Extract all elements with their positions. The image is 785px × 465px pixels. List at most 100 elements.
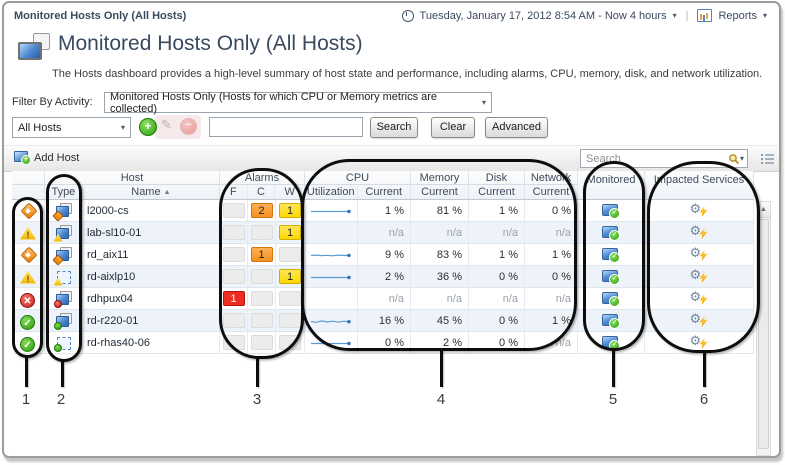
impacted-services-icon[interactable]: ⚙ (690, 313, 709, 328)
critical-alarm-cell: 1 (248, 244, 276, 265)
host-name-cell: rd-aixlp10 (83, 266, 220, 287)
add-host-button[interactable]: Add Host (34, 152, 80, 164)
memory-current-column-header[interactable]: Current (421, 186, 458, 198)
warning-alarm-count[interactable]: 1 (279, 225, 301, 240)
host-name-cell: rd-rhas40-06 (83, 332, 220, 353)
host-search-input[interactable] (209, 117, 363, 137)
host-scope-select[interactable]: All Hosts ▾ (12, 117, 131, 138)
network-current-column-header[interactable]: Current (532, 186, 570, 198)
table-search-box[interactable]: ▾ (580, 149, 748, 168)
scrollbar-thumb[interactable] (758, 219, 769, 449)
table-header: Host Type Name ▲ Alarms F C W CPU (12, 171, 754, 200)
cpu-utilization-cell (305, 332, 358, 353)
advanced-button[interactable]: Advanced (485, 117, 548, 138)
filter-by-activity-label: Filter By Activity: (12, 96, 93, 108)
callout-number-5: 5 (608, 391, 618, 408)
cpu-current-cell: 9 % (358, 244, 411, 265)
monitored-icon[interactable]: ✓ (602, 247, 620, 263)
critical-alarm-cell (248, 332, 276, 353)
warning-alarm-cell (276, 310, 305, 331)
host-type-cell (45, 288, 83, 309)
warning-alarm-cell: 1 (276, 266, 305, 287)
monitored-column-header[interactable]: Monitored (578, 171, 645, 199)
reports-menu[interactable]: Reports (718, 9, 757, 22)
warning-alarm-count[interactable]: 1 (279, 203, 301, 218)
table-row[interactable]: ! rd-aixlp10 1 2 % 36 % 0 % 0 % ✓ ⚙ (12, 266, 754, 288)
table-row[interactable]: ! lab-sl10-01 1 n/a n/a n/a n/a ✓ ⚙ (12, 222, 754, 244)
lightning-icon (699, 316, 708, 327)
monitored-icon[interactable]: ✓ (602, 203, 620, 219)
empty-alarm-cell (279, 335, 301, 350)
edit-scope-button[interactable]: ✎ (161, 117, 172, 132)
host-type-cell (45, 200, 83, 222)
cpu-group-header: CPU Utilization Current (305, 171, 411, 199)
network-current-cell: n/a (525, 332, 578, 353)
vertical-scrollbar[interactable]: ▲ (756, 201, 771, 456)
impacted-services-icon[interactable]: ⚙ (690, 247, 709, 262)
search-options-dropdown-icon[interactable]: ▾ (739, 154, 744, 163)
impacted-services-icon[interactable]: ⚙ (690, 269, 709, 284)
search-button[interactable]: Search (370, 117, 418, 138)
reports-dropdown-icon[interactable]: ▾ (762, 11, 767, 20)
host-name: rd-aixlp10 (87, 270, 136, 283)
monitored-icon[interactable]: ✓ (602, 335, 620, 351)
cpu-utilization-cell (305, 200, 358, 221)
fatal-alarm-count[interactable]: 1 (222, 291, 245, 306)
table-row[interactable]: rd_aix11 1 9 % 83 % 1 % 1 % ✓ ⚙ (12, 244, 754, 266)
time-range-selector[interactable]: Tuesday, January 17, 2012 8:54 AM - Now … (419, 9, 667, 22)
table-body: l2000-cs 2 1 1 % 81 % 1 % 0 % ✓ ⚙! lab-sl10-01 1 n/… (12, 200, 754, 354)
monitored-icon[interactable]: ✓ (602, 313, 620, 329)
time-range-dropdown-icon[interactable]: ▾ (672, 11, 677, 20)
critical-alarm-count[interactable]: 1 (250, 247, 273, 262)
fatal-column-header[interactable]: F (220, 185, 248, 199)
host-status-cell: ✓ (12, 332, 45, 353)
critical-column-header[interactable]: C (248, 185, 276, 199)
name-column-header[interactable]: Name ▲ (131, 186, 171, 198)
impacted-services-icon[interactable]: ⚙ (690, 225, 709, 240)
cpu-utilization-cell (305, 266, 358, 287)
impacted-services-cell: ⚙ (645, 200, 754, 221)
status-column-header (12, 171, 45, 199)
add-scope-button[interactable]: + (139, 118, 157, 136)
table-row[interactable]: ✓ rd-rhas40-06 0 % 2 % 0 % n/a ✓ ⚙ (12, 332, 754, 354)
topbar: Tuesday, January 17, 2012 8:54 AM - Now … (401, 9, 767, 22)
table-options-icon[interactable] (761, 154, 774, 165)
lightning-icon (699, 206, 708, 217)
monitored-icon[interactable]: ✓ (602, 291, 620, 307)
cpu-utilization-column-header[interactable]: Utilization (305, 185, 358, 199)
impacted-services-cell: ⚙ (645, 244, 754, 265)
breadcrumb[interactable]: Monitored Hosts Only (All Hosts) (14, 10, 187, 22)
callout-line-1 (25, 356, 28, 387)
cpu-sparkline (310, 253, 351, 257)
impacted-services-icon[interactable]: ⚙ (690, 203, 709, 218)
monitored-icon[interactable]: ✓ (602, 269, 620, 285)
disk-current-column-header[interactable]: Current (478, 186, 515, 198)
scroll-up-icon[interactable]: ▲ (757, 202, 770, 218)
cpu-current-column-header[interactable]: Current (365, 186, 403, 198)
host-name: l2000-cs (87, 204, 129, 217)
impacted-services-icon[interactable]: ⚙ (690, 291, 709, 306)
delete-scope-button[interactable]: − (180, 118, 197, 135)
monitored-icon[interactable]: ✓ (602, 225, 620, 241)
table-row[interactable]: ✕ rdhpux04 1 n/a n/a n/a n/a ✓ ⚙ (12, 288, 754, 310)
impacted-services-icon[interactable]: ⚙ (690, 335, 709, 350)
clear-button[interactable]: Clear (431, 117, 475, 138)
gear-icon: ⚙ (689, 246, 702, 261)
critical-status-icon (20, 202, 37, 220)
warning-alarm-count[interactable]: 1 (279, 269, 301, 284)
disk-current-cell: n/a (469, 222, 525, 243)
table-row[interactable]: ✓ rd-r220-01 16 % 45 % 0 % 1 % ✓ ⚙ (12, 310, 754, 332)
table-row[interactable]: l2000-cs 2 1 1 % 81 % 1 % 0 % ✓ ⚙ (12, 200, 754, 222)
lightning-icon (699, 228, 708, 239)
impacted-services-column-header[interactable]: Impacted Services (645, 171, 754, 199)
table-search-input[interactable] (584, 151, 728, 166)
critical-alarm-count[interactable]: 2 (250, 203, 273, 218)
monitored-cell: ✓ (578, 200, 645, 221)
cpu-utilization-cell (305, 222, 358, 243)
type-column-header[interactable]: Type (45, 185, 83, 199)
host-status-cell: ✓ (12, 310, 45, 331)
empty-alarm-cell (222, 313, 245, 328)
warning-column-header[interactable]: W (284, 186, 295, 198)
host-name-cell: lab-sl10-01 (83, 222, 220, 243)
filter-by-activity-select[interactable]: Monitored Hosts Only (Hosts for which CP… (104, 91, 492, 115)
